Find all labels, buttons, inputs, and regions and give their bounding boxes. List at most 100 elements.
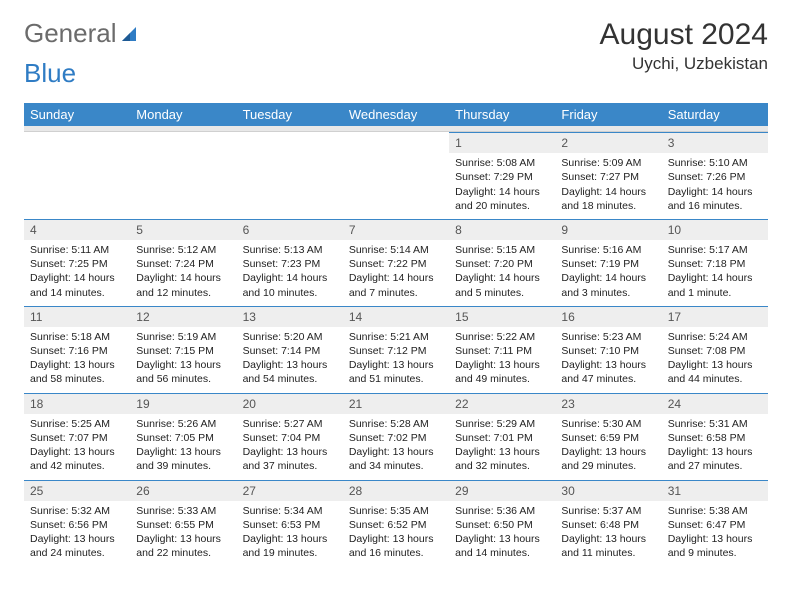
sunset-text: Sunset: 7:24 PM xyxy=(136,257,230,271)
calendar-week: 25Sunrise: 5:32 AMSunset: 6:56 PMDayligh… xyxy=(24,480,768,567)
calendar: Sunday Monday Tuesday Wednesday Thursday… xyxy=(24,103,768,566)
sunset-text: Sunset: 7:14 PM xyxy=(243,344,337,358)
daylight-text: Daylight: 13 hours and 47 minutes. xyxy=(561,358,655,386)
sunset-text: Sunset: 7:15 PM xyxy=(136,344,230,358)
month-title: August 2024 xyxy=(600,18,768,52)
calendar-cell: 8Sunrise: 5:15 AMSunset: 7:20 PMDaylight… xyxy=(449,219,555,306)
day-headers: Sunday Monday Tuesday Wednesday Thursday… xyxy=(24,103,768,126)
daylight-text: Daylight: 13 hours and 44 minutes. xyxy=(668,358,762,386)
day-info: Sunrise: 5:22 AMSunset: 7:11 PMDaylight:… xyxy=(449,327,555,393)
sunrise-text: Sunrise: 5:25 AM xyxy=(30,417,124,431)
day-number: 14 xyxy=(343,306,449,327)
sunset-text: Sunset: 7:12 PM xyxy=(349,344,443,358)
day-info: Sunrise: 5:30 AMSunset: 6:59 PMDaylight:… xyxy=(555,414,661,480)
daylight-text: Daylight: 14 hours and 1 minute. xyxy=(668,271,762,299)
day-info: Sunrise: 5:23 AMSunset: 7:10 PMDaylight:… xyxy=(555,327,661,393)
daylight-text: Daylight: 14 hours and 14 minutes. xyxy=(30,271,124,299)
calendar-cell: 14Sunrise: 5:21 AMSunset: 7:12 PMDayligh… xyxy=(343,306,449,393)
calendar-cell: 30Sunrise: 5:37 AMSunset: 6:48 PMDayligh… xyxy=(555,480,661,567)
day-number: 8 xyxy=(449,219,555,240)
calendar-cell: 31Sunrise: 5:38 AMSunset: 6:47 PMDayligh… xyxy=(662,480,768,567)
day-header-friday: Friday xyxy=(555,103,661,126)
sunrise-text: Sunrise: 5:09 AM xyxy=(561,156,655,170)
calendar-cell: 15Sunrise: 5:22 AMSunset: 7:11 PMDayligh… xyxy=(449,306,555,393)
day-number: 17 xyxy=(662,306,768,327)
calendar-cell: 10Sunrise: 5:17 AMSunset: 7:18 PMDayligh… xyxy=(662,219,768,306)
day-info: Sunrise: 5:13 AMSunset: 7:23 PMDaylight:… xyxy=(237,240,343,306)
calendar-cell: 28Sunrise: 5:35 AMSunset: 6:52 PMDayligh… xyxy=(343,480,449,567)
day-number: 22 xyxy=(449,393,555,414)
calendar-cell: 27Sunrise: 5:34 AMSunset: 6:53 PMDayligh… xyxy=(237,480,343,567)
sunrise-text: Sunrise: 5:20 AM xyxy=(243,330,337,344)
calendar-cell: . xyxy=(130,132,236,219)
day-info: Sunrise: 5:14 AMSunset: 7:22 PMDaylight:… xyxy=(343,240,449,306)
sunrise-text: Sunrise: 5:35 AM xyxy=(349,504,443,518)
calendar-week: 4Sunrise: 5:11 AMSunset: 7:25 PMDaylight… xyxy=(24,219,768,306)
day-number: 5 xyxy=(130,219,236,240)
location: Uychi, Uzbekistan xyxy=(600,54,768,74)
daylight-text: Daylight: 13 hours and 16 minutes. xyxy=(349,532,443,560)
daylight-text: Daylight: 13 hours and 34 minutes. xyxy=(349,445,443,473)
day-number: 29 xyxy=(449,480,555,501)
day-number: 13 xyxy=(237,306,343,327)
sunrise-text: Sunrise: 5:28 AM xyxy=(349,417,443,431)
day-info: Sunrise: 5:27 AMSunset: 7:04 PMDaylight:… xyxy=(237,414,343,480)
calendar-cell: 4Sunrise: 5:11 AMSunset: 7:25 PMDaylight… xyxy=(24,219,130,306)
day-number: 7 xyxy=(343,219,449,240)
day-info: Sunrise: 5:10 AMSunset: 7:26 PMDaylight:… xyxy=(662,153,768,219)
calendar-cell: 22Sunrise: 5:29 AMSunset: 7:01 PMDayligh… xyxy=(449,393,555,480)
daylight-text: Daylight: 13 hours and 42 minutes. xyxy=(30,445,124,473)
day-number: 23 xyxy=(555,393,661,414)
day-header-wednesday: Wednesday xyxy=(343,103,449,126)
calendar-cell: 21Sunrise: 5:28 AMSunset: 7:02 PMDayligh… xyxy=(343,393,449,480)
sunset-text: Sunset: 6:50 PM xyxy=(455,518,549,532)
calendar-cell: 29Sunrise: 5:36 AMSunset: 6:50 PMDayligh… xyxy=(449,480,555,567)
calendar-cell: . xyxy=(237,132,343,219)
day-info: Sunrise: 5:26 AMSunset: 7:05 PMDaylight:… xyxy=(130,414,236,480)
calendar-cell: 7Sunrise: 5:14 AMSunset: 7:22 PMDaylight… xyxy=(343,219,449,306)
sunrise-text: Sunrise: 5:15 AM xyxy=(455,243,549,257)
day-info: Sunrise: 5:18 AMSunset: 7:16 PMDaylight:… xyxy=(24,327,130,393)
sunrise-text: Sunrise: 5:30 AM xyxy=(561,417,655,431)
day-number: 9 xyxy=(555,219,661,240)
day-info: Sunrise: 5:28 AMSunset: 7:02 PMDaylight:… xyxy=(343,414,449,480)
day-info: Sunrise: 5:34 AMSunset: 6:53 PMDaylight:… xyxy=(237,501,343,567)
sunrise-text: Sunrise: 5:31 AM xyxy=(668,417,762,431)
calendar-cell: 6Sunrise: 5:13 AMSunset: 7:23 PMDaylight… xyxy=(237,219,343,306)
sunrise-text: Sunrise: 5:27 AM xyxy=(243,417,337,431)
sunset-text: Sunset: 7:26 PM xyxy=(668,170,762,184)
sunrise-text: Sunrise: 5:34 AM xyxy=(243,504,337,518)
sunset-text: Sunset: 7:23 PM xyxy=(243,257,337,271)
day-number: 2 xyxy=(555,132,661,153)
sunset-text: Sunset: 7:04 PM xyxy=(243,431,337,445)
day-number: 28 xyxy=(343,480,449,501)
daylight-text: Daylight: 14 hours and 12 minutes. xyxy=(136,271,230,299)
sunrise-text: Sunrise: 5:33 AM xyxy=(136,504,230,518)
logo-sail-icon xyxy=(120,25,140,45)
daylight-text: Daylight: 13 hours and 49 minutes. xyxy=(455,358,549,386)
logo-text-general: General xyxy=(24,18,117,49)
daylight-text: Daylight: 14 hours and 3 minutes. xyxy=(561,271,655,299)
daylight-text: Daylight: 13 hours and 51 minutes. xyxy=(349,358,443,386)
daylight-text: Daylight: 14 hours and 10 minutes. xyxy=(243,271,337,299)
calendar-cell: 25Sunrise: 5:32 AMSunset: 6:56 PMDayligh… xyxy=(24,480,130,567)
daylight-text: Daylight: 13 hours and 29 minutes. xyxy=(561,445,655,473)
sunset-text: Sunset: 7:11 PM xyxy=(455,344,549,358)
sunset-text: Sunset: 6:53 PM xyxy=(243,518,337,532)
sunset-text: Sunset: 7:01 PM xyxy=(455,431,549,445)
day-number: 16 xyxy=(555,306,661,327)
sunset-text: Sunset: 7:20 PM xyxy=(455,257,549,271)
calendar-week: 11Sunrise: 5:18 AMSunset: 7:16 PMDayligh… xyxy=(24,306,768,393)
sunset-text: Sunset: 7:25 PM xyxy=(30,257,124,271)
day-number: 12 xyxy=(130,306,236,327)
day-info: Sunrise: 5:08 AMSunset: 7:29 PMDaylight:… xyxy=(449,153,555,219)
day-info: Sunrise: 5:20 AMSunset: 7:14 PMDaylight:… xyxy=(237,327,343,393)
sunrise-text: Sunrise: 5:19 AM xyxy=(136,330,230,344)
day-number: 19 xyxy=(130,393,236,414)
daylight-text: Daylight: 13 hours and 39 minutes. xyxy=(136,445,230,473)
sunset-text: Sunset: 7:16 PM xyxy=(30,344,124,358)
calendar-cell: 23Sunrise: 5:30 AMSunset: 6:59 PMDayligh… xyxy=(555,393,661,480)
day-number: 3 xyxy=(662,132,768,153)
sunset-text: Sunset: 6:58 PM xyxy=(668,431,762,445)
day-number: 24 xyxy=(662,393,768,414)
